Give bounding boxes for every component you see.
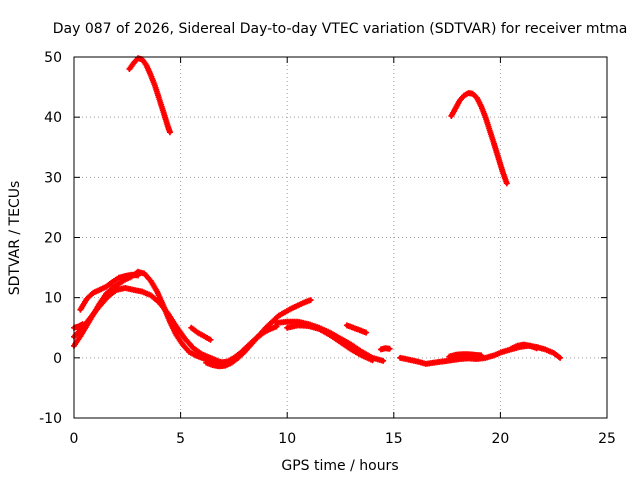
arc-1-point	[166, 129, 173, 136]
x-tick-label: 25	[598, 431, 616, 447]
arc-7-point	[307, 297, 314, 304]
x-axis-label: GPS time / hours	[281, 458, 398, 474]
grid-lines	[74, 57, 607, 418]
y-tick-label: 10	[44, 291, 62, 307]
x-tick-label: 0	[70, 431, 79, 447]
arc-2-point	[503, 180, 510, 187]
arc-4-trace	[72, 286, 230, 366]
arc-12-point	[363, 329, 370, 336]
arc-13-point	[557, 354, 564, 361]
arc-6-point	[79, 321, 86, 328]
arc-11-point	[369, 357, 376, 364]
y-tick-label: 20	[44, 231, 62, 247]
y-tick-label: 50	[44, 50, 62, 66]
y-tick-label: 0	[53, 351, 62, 367]
arc-3-trace	[72, 269, 192, 354]
x-tick-label: 5	[176, 431, 185, 447]
x-tick-label: 15	[385, 431, 403, 447]
chart-title: Day 087 of 2026, Sidereal Day-to-day VTE…	[53, 21, 628, 37]
y-tick-label: 30	[44, 170, 62, 186]
arc-16-point	[386, 345, 393, 352]
plot-frame	[73, 56, 608, 419]
arc-15-point	[533, 345, 540, 352]
x-tick-label: 10	[278, 431, 296, 447]
arc-5-point	[134, 272, 141, 279]
x-tick-label: 20	[491, 431, 509, 447]
y-axis-label: SDTVAR / TECUs	[7, 181, 23, 296]
arc-14-point	[478, 352, 485, 359]
y-tick-label: -10	[39, 411, 62, 427]
y-tick-label: 40	[44, 110, 62, 126]
arc-8-point	[207, 336, 214, 343]
arc-10-point	[380, 357, 387, 364]
data-markers	[71, 55, 564, 370]
axis-ticks: 0 5 10 15 20 25 -10 0 10 20 30 40 50	[39, 50, 616, 447]
